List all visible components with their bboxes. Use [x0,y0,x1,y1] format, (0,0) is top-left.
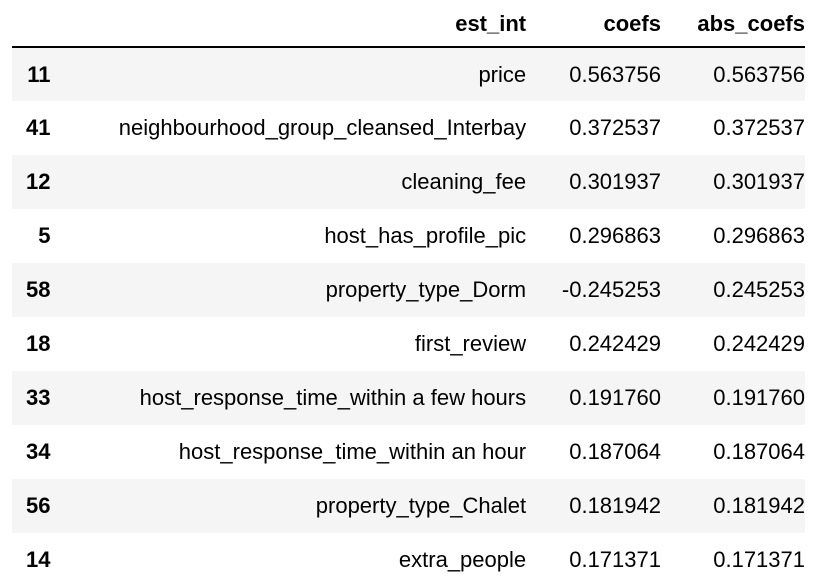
table-row: 11 price 0.563756 0.563756 [12,47,805,101]
table-row: 18 first_review 0.242429 0.242429 [12,317,805,371]
table-row: 12 cleaning_fee 0.301937 0.301937 [12,155,805,209]
abs-coefs-cell: 0.187064 [713,439,805,464]
abs-coefs-cell: 0.372537 [713,115,805,140]
row-index: 33 [26,385,51,410]
abs-coefs-cell: 0.191760 [713,385,805,410]
row-index: 14 [26,547,51,572]
coefs-cell: 0.301937 [569,169,661,194]
abs-coefs-cell: 0.171371 [713,547,805,572]
coefs-cell: 0.563756 [569,61,661,87]
row-index: 56 [26,493,51,518]
index-header [12,0,51,48]
coefs-cell: -0.245253 [561,277,661,302]
coefs-header: coefs [526,0,661,48]
abs-coefs-cell: 0.563756 [713,61,805,87]
coefs-cell: 0.171371 [569,547,661,572]
coefs-cell: 0.187064 [569,439,661,464]
est-int-cell: first_review [414,331,527,356]
est-int-cell: extra_people [398,547,527,572]
abs-coefs-cell: 0.181942 [713,493,805,518]
table-body: 11 price 0.563756 0.563756 41 neighbourh… [12,47,805,587]
table-row: 41 neighbourhood_group_cleansed_Interbay… [12,101,805,155]
row-index: 41 [26,115,51,140]
table-row: 58 property_type_Dorm -0.245253 0.245253 [12,263,805,317]
header-row: est_int coefs abs_coefs [12,0,805,48]
abs-coefs-cell: 0.242429 [713,331,805,356]
row-index: 58 [26,277,51,302]
table-header: est_int coefs abs_coefs [12,0,805,48]
est-int-header: est_int [50,0,527,48]
abs-coefs-header: abs_coefs [660,0,805,48]
coefs-cell: 0.372537 [569,115,661,140]
coefs-cell: 0.242429 [569,331,661,356]
est-int-cell: property_type_Dorm [325,277,527,302]
abs-coefs-cell: 0.245253 [713,277,805,302]
table-row: 56 property_type_Chalet 0.181942 0.18194… [12,479,805,533]
row-index: 18 [26,331,51,356]
est-int-cell: neighbourhood_group_cleansed_Interbay [118,115,527,140]
est-int-cell: price [478,61,527,87]
abs-coefs-cell: 0.296863 [713,223,805,248]
coefficients-table: est_int coefs abs_coefs 11 price 0.56375… [12,0,805,587]
abs-coefs-cell: 0.301937 [713,169,805,194]
row-index: 34 [26,439,51,464]
table-row: 33 host_response_time_within a few hours… [12,371,805,425]
est-int-cell: host_response_time_within a few hours [139,385,527,410]
coefs-cell: 0.181942 [569,493,661,518]
table-row: 34 host_response_time_within an hour 0.1… [12,425,805,479]
table-row: 14 extra_people 0.171371 0.171371 [12,533,805,587]
coefs-cell: 0.191760 [569,385,661,410]
row-index: 5 [38,223,51,248]
table-row: 5 host_has_profile_pic 0.296863 0.296863 [12,209,805,263]
est-int-cell: property_type_Chalet [315,493,527,518]
row-index: 11 [27,61,51,87]
est-int-cell: host_response_time_within an hour [178,439,527,464]
coefs-cell: 0.296863 [569,223,661,248]
row-index: 12 [26,169,51,194]
est-int-cell: cleaning_fee [401,169,527,194]
est-int-cell: host_has_profile_pic [324,223,527,248]
